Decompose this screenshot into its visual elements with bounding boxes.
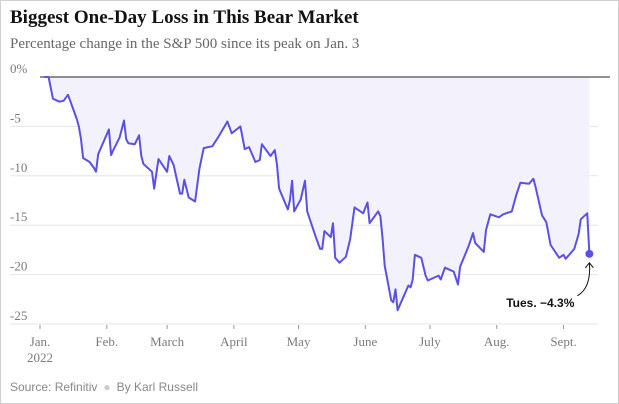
- x-axis-ticks: Jan.2022 Feb. March April May June July Aug. Sep…: [27, 325, 577, 365]
- y-tick-label: -20: [10, 259, 27, 274]
- source-credit: Source: Refinitiv: [10, 380, 98, 394]
- chart-subtitle: Percentage change in the S&P 500 since i…: [10, 36, 360, 52]
- x-tick-label: June: [353, 334, 377, 349]
- separator-dot: ●: [103, 380, 111, 394]
- y-tick-label: -25: [10, 308, 27, 323]
- y-tick-label: -5: [10, 110, 21, 125]
- x-tick-label: Sept.: [550, 334, 576, 349]
- x-tick-label: Jan.: [30, 334, 51, 349]
- x-tick-label: May: [287, 334, 311, 349]
- latest-point-marker: [585, 249, 594, 258]
- x-tick-label: April: [220, 334, 248, 349]
- y-axis-ticks: 0% -5 -10 -15 -20 -25: [10, 61, 28, 323]
- x-tick-label: Feb.: [95, 334, 118, 349]
- y-tick-label: -15: [10, 209, 27, 224]
- x-tick-label: March: [150, 334, 184, 349]
- x-tick-year-label: 2022: [27, 350, 53, 365]
- chart-title: Biggest One-Day Loss in This Bear Market: [10, 7, 359, 28]
- footer: Source: Refinitiv ● By Karl Russell: [10, 380, 198, 394]
- y-tick-label: 0%: [10, 61, 28, 76]
- annotation-arrow: [577, 262, 594, 297]
- annotation-label: Tues. −4.3%: [506, 296, 574, 310]
- x-tick-label: July: [419, 334, 441, 349]
- series-line: [44, 76, 591, 312]
- area-fill: [44, 77, 590, 311]
- x-tick-label: Aug.: [484, 334, 510, 349]
- y-tick-label: -10: [10, 160, 27, 175]
- byline: By Karl Russell: [116, 380, 198, 394]
